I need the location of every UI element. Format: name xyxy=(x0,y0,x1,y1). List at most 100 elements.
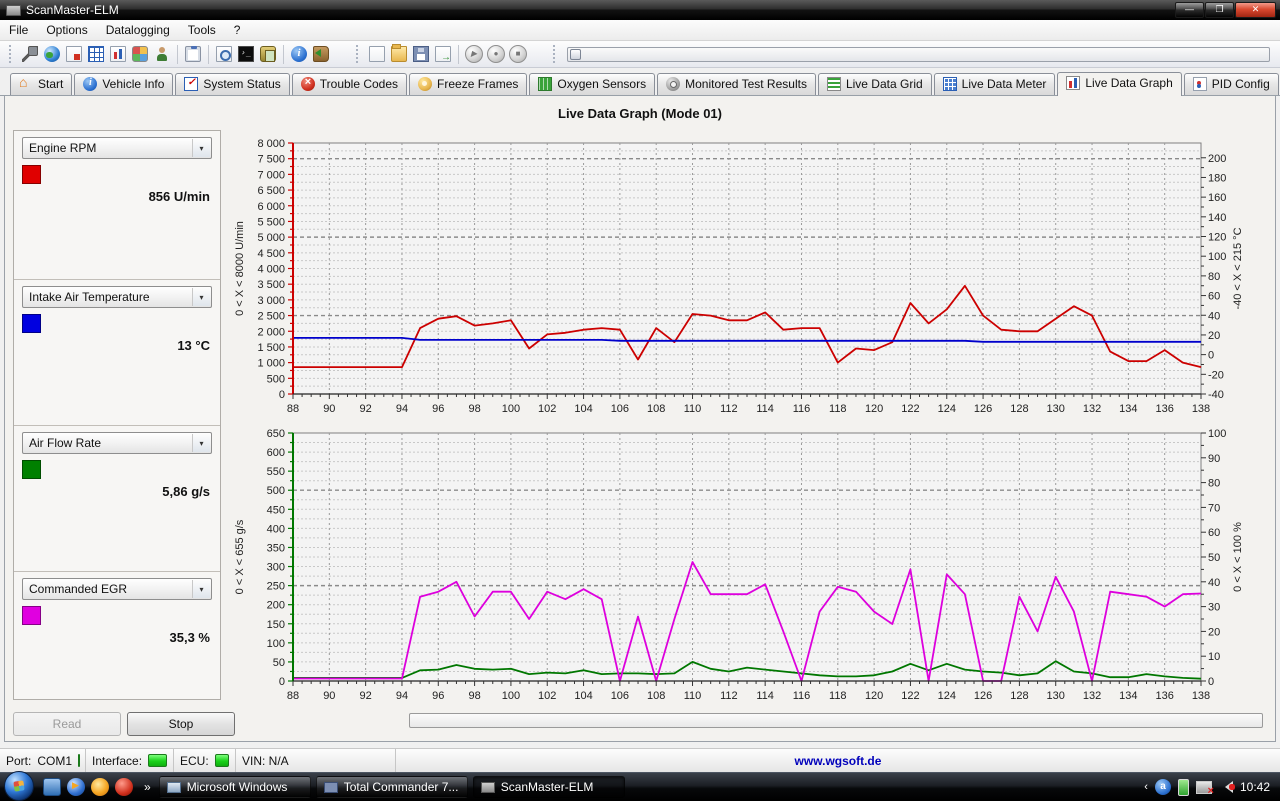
data-graph-button[interactable] xyxy=(107,43,129,65)
menu-file[interactable]: File xyxy=(0,20,37,40)
svg-text:116: 116 xyxy=(793,403,811,415)
play-button[interactable] xyxy=(463,43,485,65)
read-button[interactable]: Read xyxy=(13,712,121,736)
pid-select-2[interactable]: Intake Air Temperature▾ xyxy=(22,286,212,308)
svg-text:1 500: 1 500 xyxy=(257,342,285,354)
quicklaunch-orb-icon[interactable] xyxy=(115,778,133,796)
task-label: Total Commander 7... xyxy=(344,780,459,794)
dashboard-button[interactable] xyxy=(129,43,151,65)
tray-expand-chevron[interactable]: ‹ xyxy=(1144,781,1148,793)
clipboard-icon xyxy=(185,46,201,62)
new-file-button[interactable] xyxy=(366,43,388,65)
exit-button[interactable] xyxy=(310,43,332,65)
tab-oxygen-sensors[interactable]: Oxygen Sensors xyxy=(529,73,655,95)
plug-icon xyxy=(22,46,38,62)
svg-text:0: 0 xyxy=(279,676,285,688)
pid-select-3[interactable]: Air Flow Rate▾ xyxy=(22,432,212,454)
website-link[interactable]: www.wgsoft.de xyxy=(795,754,882,768)
tab-freeze-frames[interactable]: Freeze Frames xyxy=(409,73,527,95)
terminal-button[interactable] xyxy=(235,43,257,65)
close-button[interactable]: ✕ xyxy=(1235,2,1276,18)
freeze-icon xyxy=(418,77,432,91)
menu-options[interactable]: Options xyxy=(37,20,96,40)
svg-text:4 500: 4 500 xyxy=(257,248,285,260)
tab-start[interactable]: Start xyxy=(10,73,72,95)
tab-system-status[interactable]: System Status xyxy=(175,73,289,95)
info-button[interactable] xyxy=(288,43,310,65)
media-player-icon[interactable] xyxy=(67,778,85,796)
menu-datalogging[interactable]: Datalogging xyxy=(97,20,179,40)
tab-live-data-grid[interactable]: Live Data Grid xyxy=(818,73,932,95)
minimize-button[interactable]: — xyxy=(1175,2,1204,18)
task-total-commander[interactable]: Total Commander 7... xyxy=(316,776,468,798)
battery-icon[interactable] xyxy=(1178,779,1189,796)
svg-text:122: 122 xyxy=(901,690,919,702)
svg-text:120: 120 xyxy=(865,403,883,415)
export-button[interactable] xyxy=(432,43,454,65)
web-button[interactable] xyxy=(41,43,63,65)
pid-select-value: Commanded EGR xyxy=(29,582,127,596)
svg-text:8 000: 8 000 xyxy=(257,138,285,150)
svg-text:108: 108 xyxy=(647,403,665,415)
quicklaunch-overflow-chevron[interactable]: » xyxy=(144,780,151,794)
preview-button[interactable] xyxy=(213,43,235,65)
rpm-temperature-chart: 05001 0001 5002 0002 5003 0003 5004 0004… xyxy=(223,131,1243,423)
save-icon xyxy=(413,46,429,62)
report-button[interactable] xyxy=(63,43,85,65)
user-button[interactable] xyxy=(151,43,173,65)
stop-playback-button[interactable] xyxy=(507,43,529,65)
tab-trouble-codes[interactable]: Trouble Codes xyxy=(292,73,407,95)
pid-block-3: Air Flow Rate▾ 5,86 g/s xyxy=(14,425,220,571)
record-button[interactable] xyxy=(485,43,507,65)
svg-text:140: 140 xyxy=(1208,212,1226,224)
svg-text:20: 20 xyxy=(1208,626,1220,638)
speaker-muted-icon[interactable] xyxy=(1219,781,1233,793)
data-grid-button[interactable] xyxy=(85,43,107,65)
svg-text:150: 150 xyxy=(267,619,285,631)
quicklaunch-sun-icon[interactable] xyxy=(91,778,109,796)
menu-tools[interactable]: Tools xyxy=(179,20,225,40)
svg-text:104: 104 xyxy=(574,403,592,415)
playback-slider[interactable] xyxy=(567,47,1270,62)
menu-help[interactable]: ? xyxy=(225,20,250,40)
start-button[interactable] xyxy=(4,771,34,801)
task-label: ScanMaster-ELM xyxy=(501,780,594,794)
device-button[interactable] xyxy=(257,43,279,65)
pid-select-1[interactable]: Engine RPM▾ xyxy=(22,137,212,159)
network-disconnected-icon[interactable] xyxy=(1196,781,1212,794)
svg-text:6 000: 6 000 xyxy=(257,201,285,213)
tab-monitored-test-results[interactable]: Monitored Test Results xyxy=(657,73,816,95)
bar-chart-icon xyxy=(110,46,126,62)
svg-text:500: 500 xyxy=(267,485,285,497)
task-microsoft-windows[interactable]: Microsoft Windows xyxy=(159,776,311,798)
tab-vehicle-info[interactable]: Vehicle Info xyxy=(74,73,173,95)
open-file-button[interactable] xyxy=(388,43,410,65)
stop-icon xyxy=(509,45,527,63)
chevron-down-icon: ▾ xyxy=(192,139,210,157)
tab-live-data-graph[interactable]: Live Data Graph xyxy=(1057,72,1181,96)
svg-text:120: 120 xyxy=(865,690,883,702)
tab-live-data-meter[interactable]: Live Data Meter xyxy=(934,73,1056,95)
tab-pid-config[interactable]: PID Config xyxy=(1184,73,1279,95)
svg-text:2 000: 2 000 xyxy=(257,326,285,338)
stop-button[interactable]: Stop xyxy=(127,712,235,736)
clipboard-button[interactable] xyxy=(182,43,204,65)
svg-text:80: 80 xyxy=(1208,271,1220,283)
slider-thumb[interactable] xyxy=(570,49,581,60)
svg-text:4 000: 4 000 xyxy=(257,264,285,276)
save-file-button[interactable] xyxy=(410,43,432,65)
pid-select-4[interactable]: Commanded EGR▾ xyxy=(22,578,212,600)
task-scanmaster-elm[interactable]: ScanMaster-ELM xyxy=(473,776,625,798)
chevron-down-icon: ▾ xyxy=(192,434,210,452)
maf-egr-chart: 0501001502002503003504004505005506006500… xyxy=(223,423,1243,709)
restore-button[interactable]: ❐ xyxy=(1205,2,1234,18)
show-desktop-icon[interactable] xyxy=(43,778,61,796)
window-task-icon xyxy=(167,782,181,793)
svg-text:100: 100 xyxy=(1208,251,1226,263)
svg-text:80: 80 xyxy=(1208,478,1220,490)
connect-button[interactable] xyxy=(19,43,41,65)
svg-text:300: 300 xyxy=(267,562,285,574)
svg-text:0: 0 xyxy=(279,389,285,401)
info-icon xyxy=(291,46,307,62)
tray-antivirus-icon[interactable]: a xyxy=(1155,779,1171,795)
